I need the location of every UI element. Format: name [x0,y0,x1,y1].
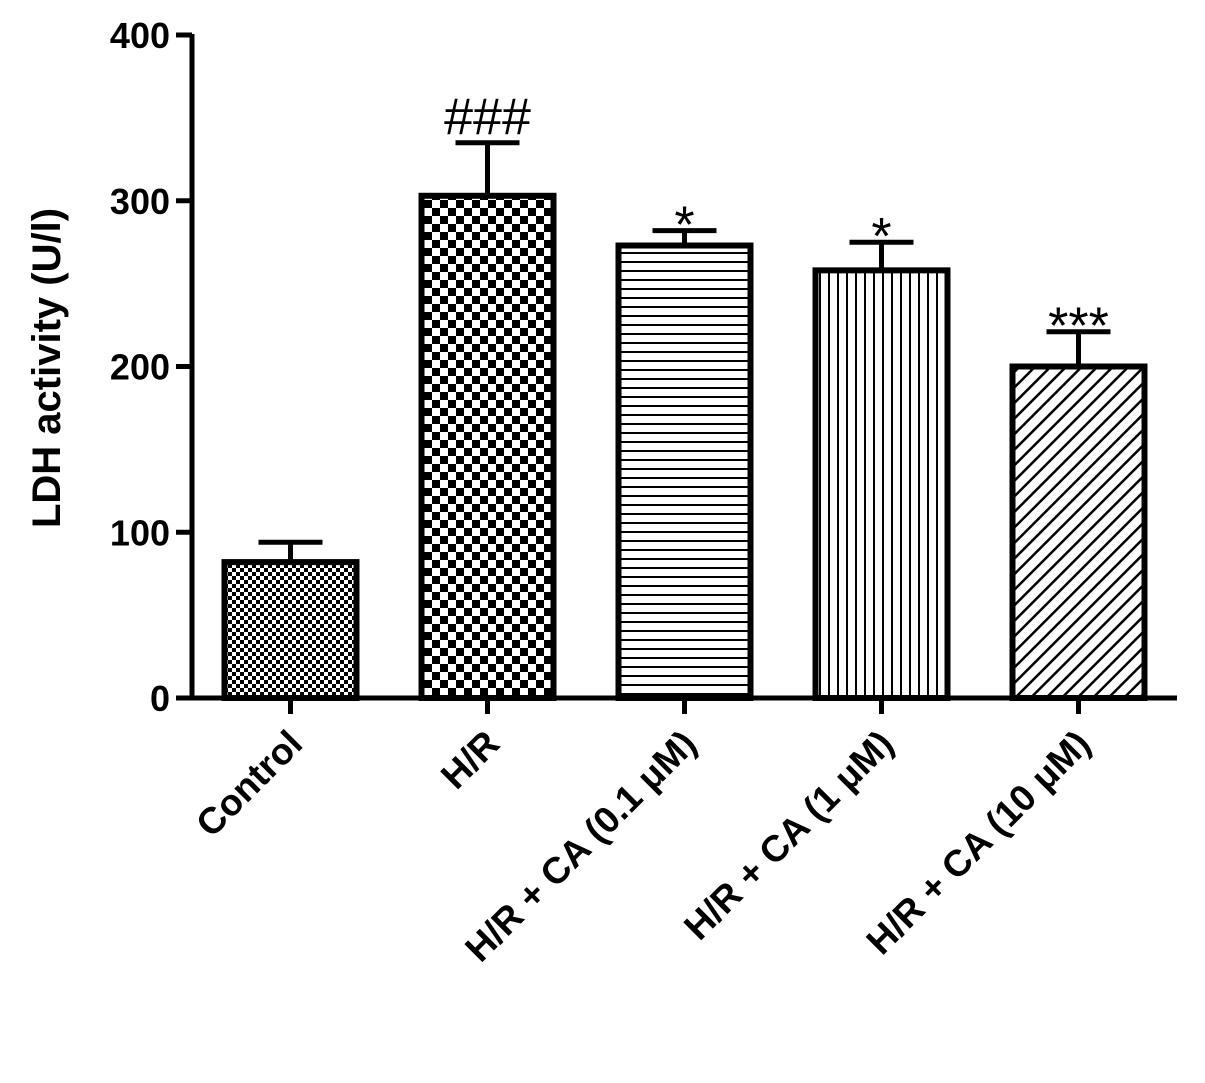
bars [221,140,1148,702]
significance-label-3: * [871,208,891,266]
bar-2 [615,242,754,701]
significance-label-1: ### [444,89,531,147]
y-tick-label-0: 0 [150,678,170,719]
category-label-4: H/R + CA (10 μM) [859,723,1099,963]
bar-0 [221,559,360,702]
significance-label-2: * [674,197,694,255]
category-label-3: H/R + CA (1 μM) [676,723,901,948]
significance-label-4: *** [1048,298,1109,356]
y-tick-label-200: 200 [110,347,170,388]
y-tick-label-300: 300 [110,181,170,222]
category-label-1: H/R [433,723,507,797]
bar-3 [812,267,951,701]
bar-1 [418,192,557,701]
y-tick-label-100: 100 [110,512,170,553]
category-label-0: Control [188,723,310,845]
y-axis-title: LDH activity (U/l) [25,208,69,528]
y-tick-label-400: 400 [110,15,170,56]
bar-4 [1009,363,1148,701]
